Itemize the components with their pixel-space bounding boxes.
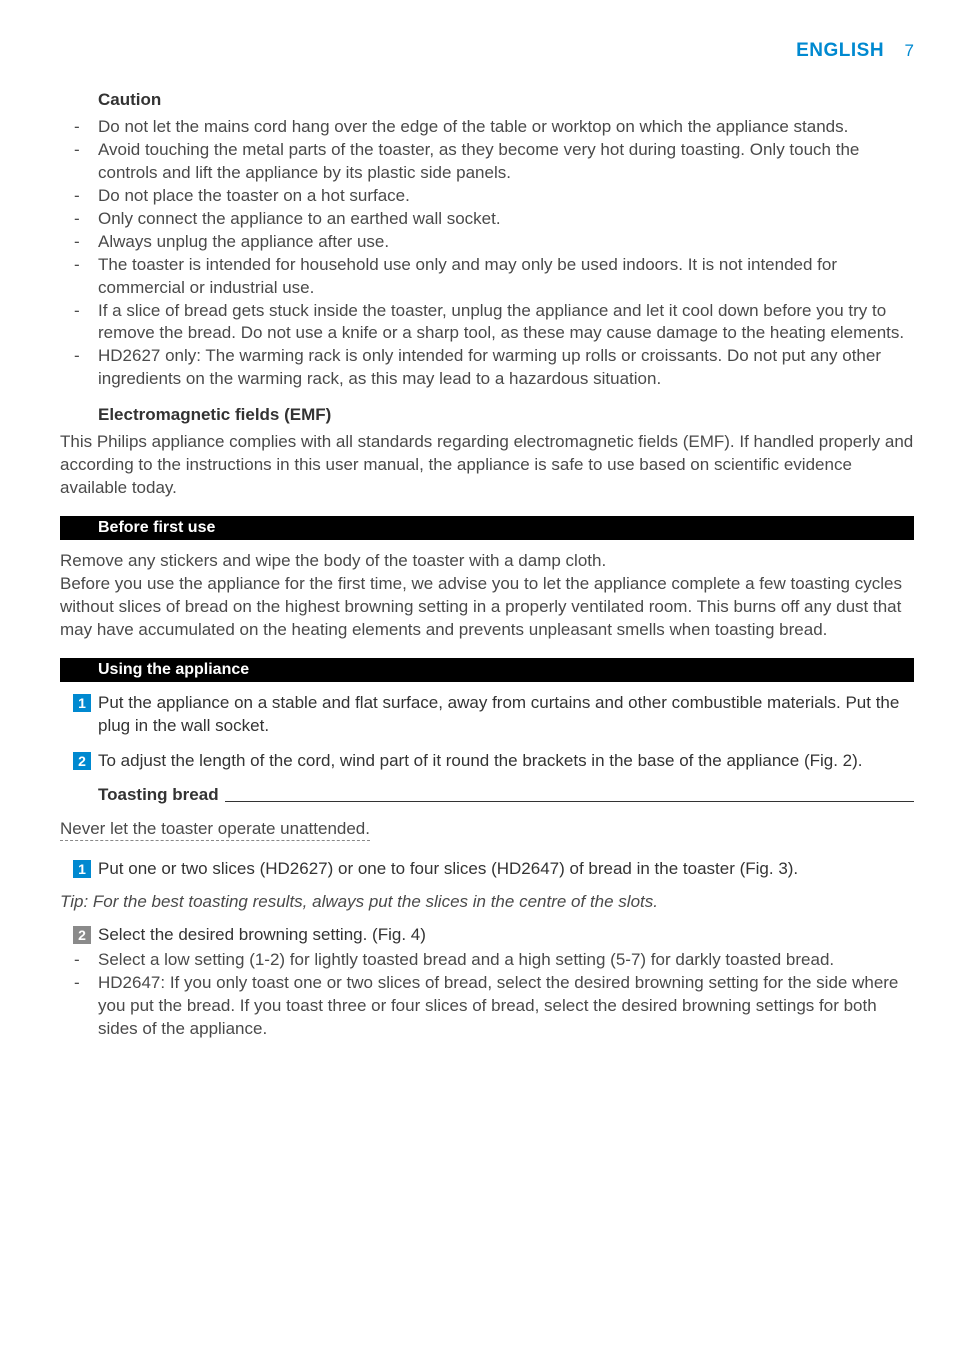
before-first-use-body: Remove any stickers and wipe the body of…	[60, 550, 914, 642]
toasting-bread-heading: Toasting bread	[98, 785, 225, 805]
caution-list: Do not let the mains cord hang over the …	[60, 116, 914, 391]
step-text: To adjust the length of the cord, wind p…	[98, 750, 914, 773]
toasting-step-2: 2 Select the desired browning setting. (…	[60, 924, 914, 947]
list-item: Always unplug the appliance after use.	[74, 231, 914, 254]
list-item: HD2647: If you only toast one or two sli…	[74, 972, 914, 1041]
section-using-appliance: Using the appliance	[60, 658, 914, 682]
list-item: Select a low setting (1-2) for lightly t…	[74, 949, 914, 972]
step-number-box: 1	[73, 694, 91, 712]
step-text: Select the desired browning setting. (Fi…	[98, 924, 914, 947]
page-header: ENGLISH 7	[60, 40, 914, 62]
toasting-bread-heading-row: Toasting bread	[60, 785, 914, 805]
step-number-box: 2	[73, 926, 91, 944]
page-number: 7	[905, 41, 914, 60]
toasting-sub-list: Select a low setting (1-2) for lightly t…	[60, 949, 914, 1041]
toasting-step-1: 1 Put one or two slices (HD2627) or one …	[60, 858, 914, 881]
list-item: The toaster is intended for household us…	[74, 254, 914, 300]
using-step-1: 1 Put the appliance on a stable and flat…	[60, 692, 914, 738]
list-item: Only connect the appliance to an earthed…	[74, 208, 914, 231]
step-number-box: 2	[73, 752, 91, 770]
step-text: Put one or two slices (HD2627) or one to…	[98, 858, 914, 881]
section-before-first-use: Before first use	[60, 516, 914, 540]
emf-body: This Philips appliance complies with all…	[60, 431, 914, 500]
list-item: HD2627 only: The warming rack is only in…	[74, 345, 914, 391]
toasting-tip: Tip: For the best toasting results, alwa…	[60, 892, 914, 912]
step-number-box: 1	[73, 860, 91, 878]
language-label: ENGLISH	[796, 40, 884, 61]
list-item: Avoid touching the metal parts of the to…	[74, 139, 914, 185]
toaster-warning: Never let the toaster operate unattended…	[60, 815, 914, 844]
heading-rule	[225, 801, 914, 802]
step-text: Put the appliance on a stable and flat s…	[98, 692, 914, 738]
using-step-2: 2 To adjust the length of the cord, wind…	[60, 750, 914, 773]
list-item: Do not let the mains cord hang over the …	[74, 116, 914, 139]
emf-heading: Electromagnetic fields (EMF)	[98, 405, 914, 425]
toaster-warning-text: Never let the toaster operate unattended…	[60, 819, 370, 841]
list-item: Do not place the toaster on a hot surfac…	[74, 185, 914, 208]
caution-heading: Caution	[98, 90, 914, 110]
list-item: If a slice of bread gets stuck inside th…	[74, 300, 914, 346]
